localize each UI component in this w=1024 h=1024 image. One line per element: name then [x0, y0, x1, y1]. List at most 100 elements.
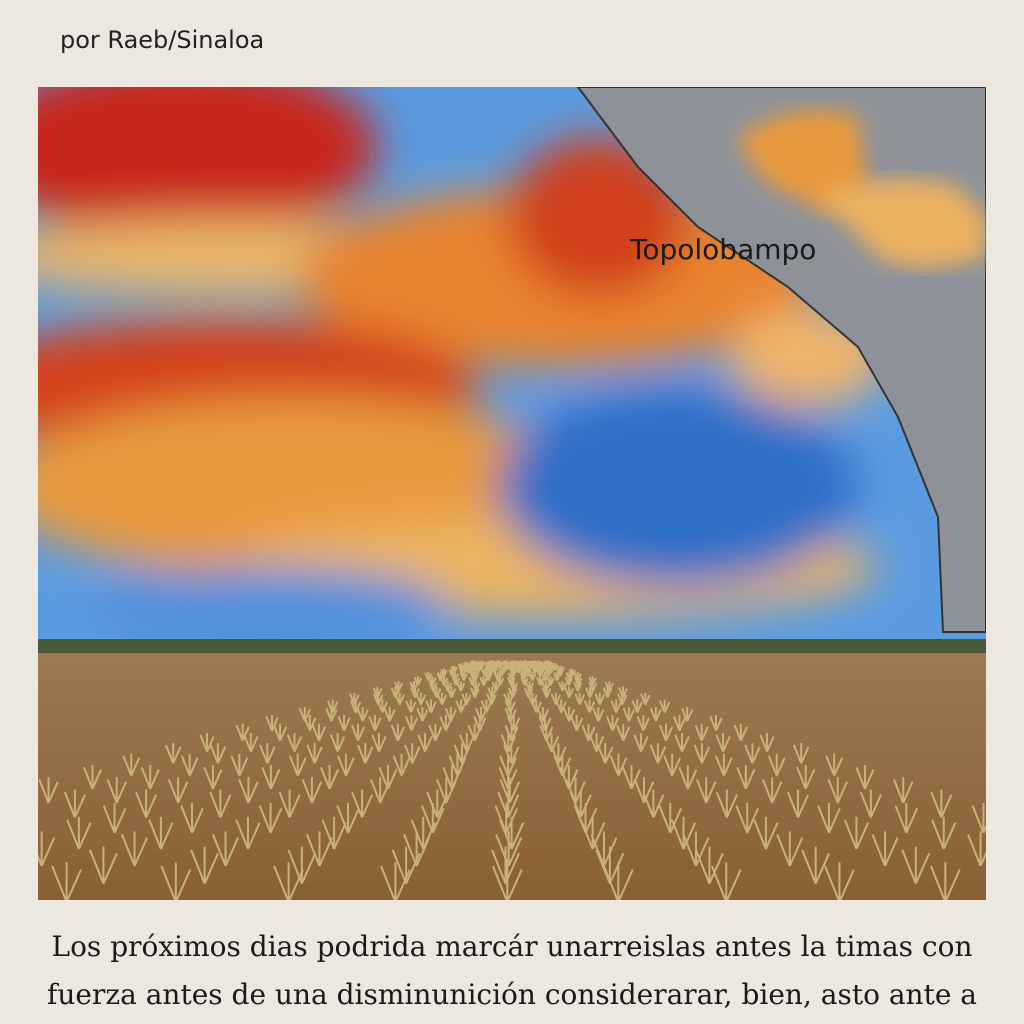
plant: [801, 846, 831, 884]
crop-rows: [38, 660, 986, 900]
plant: [901, 846, 931, 884]
plant: [390, 723, 405, 742]
plant: [520, 676, 529, 686]
plant: [659, 699, 671, 713]
plant: [243, 733, 259, 753]
plant: [714, 753, 733, 777]
plant: [491, 665, 499, 674]
plant: [602, 862, 634, 900]
plant: [530, 699, 542, 713]
plant: [369, 777, 391, 804]
plant: [709, 715, 723, 731]
plant: [368, 715, 382, 731]
plant: [451, 676, 461, 686]
plant: [670, 816, 697, 850]
gulf: [738, 110, 868, 212]
caption-line: fuerza antes de una disminunición consid…: [47, 978, 977, 1011]
plant: [306, 831, 333, 867]
plant: [278, 789, 301, 818]
plant: [235, 723, 250, 742]
plant: [272, 723, 288, 742]
plant: [570, 715, 584, 731]
plant: [735, 802, 760, 834]
plant: [38, 777, 59, 804]
caribbean: [818, 179, 986, 267]
plant: [929, 862, 961, 900]
plant: [573, 672, 582, 681]
plant: [258, 802, 283, 834]
plant: [504, 723, 519, 742]
plant: [311, 723, 327, 742]
plant: [618, 686, 628, 698]
plant: [63, 789, 86, 818]
plant: [588, 676, 597, 686]
plant: [469, 686, 480, 698]
plant: [261, 765, 281, 790]
plant: [640, 692, 651, 706]
plant: [596, 743, 614, 764]
plant: [616, 723, 631, 742]
plant: [642, 789, 665, 818]
plant: [122, 753, 141, 777]
plant: [180, 802, 204, 834]
plant: [555, 699, 567, 713]
plant: [894, 802, 919, 834]
plant: [230, 753, 249, 777]
plant: [51, 862, 82, 900]
plant: [484, 672, 493, 681]
plant: [649, 706, 662, 722]
plant: [871, 831, 899, 867]
plant: [404, 715, 419, 731]
plant: [410, 686, 420, 698]
plant: [160, 862, 192, 900]
plant: [199, 733, 215, 753]
plant: [259, 743, 276, 764]
plant: [416, 706, 429, 722]
plant: [817, 802, 841, 834]
plant: [306, 743, 323, 764]
plant: [682, 831, 710, 867]
byline: por Raeb/Sinaloa: [60, 26, 265, 54]
plant: [140, 765, 160, 790]
plant: [825, 753, 844, 777]
plant: [605, 715, 620, 731]
plant: [356, 706, 369, 722]
plant: [337, 715, 351, 731]
plant: [792, 743, 810, 764]
plant: [38, 831, 56, 867]
plant: [681, 706, 694, 722]
plant: [180, 753, 199, 777]
plant: [767, 753, 786, 777]
plant: [455, 699, 467, 713]
plant: [350, 723, 366, 742]
plant: [595, 846, 625, 884]
plant: [535, 676, 545, 686]
plant: [329, 733, 346, 753]
plant: [265, 715, 279, 731]
plant: [633, 733, 649, 753]
plant: [574, 692, 585, 706]
plant: [405, 699, 417, 713]
plant: [744, 743, 761, 764]
plant: [190, 846, 219, 884]
plant: [892, 777, 914, 804]
plant: [824, 862, 855, 900]
plant: [546, 676, 555, 686]
plant: [135, 789, 158, 818]
plant: [350, 699, 362, 713]
plant: [786, 789, 809, 818]
plant: [336, 802, 360, 834]
plant: [325, 706, 338, 722]
plant: [594, 692, 606, 706]
plant: [736, 765, 756, 790]
treeline: [38, 639, 986, 655]
plant: [148, 816, 174, 850]
plant: [759, 733, 775, 753]
plant: [495, 831, 523, 867]
plant: [528, 672, 537, 681]
plant: [753, 816, 779, 850]
plant: [404, 743, 421, 764]
plant: [971, 802, 986, 834]
plant: [733, 723, 748, 742]
plant: [102, 802, 127, 834]
